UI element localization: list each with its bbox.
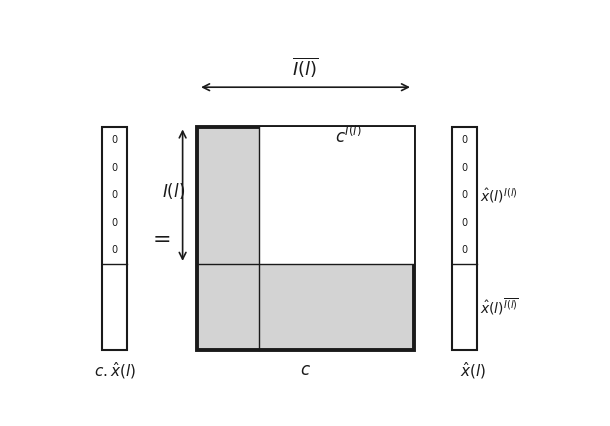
Text: 0: 0 [461,135,467,145]
Text: 0: 0 [112,245,118,255]
Text: 0: 0 [461,245,467,255]
Bar [259,127,414,264]
Text: 0: 0 [461,163,467,173]
Text: $\hat{x}(l)^{\overline{I(l)}}$: $\hat{x}(l)^{\overline{I(l)}}$ [481,296,519,317]
Text: $=$: $=$ [148,228,170,248]
Text: 0: 0 [112,218,118,227]
Bar [452,127,476,350]
Text: 0: 0 [112,135,118,145]
Text: 0: 0 [112,163,118,173]
Bar [102,127,127,350]
Text: $\hat{x}(l)^{I(l)}$: $\hat{x}(l)^{I(l)}$ [481,186,518,204]
Text: $\hat{x}(l)$: $\hat{x}(l)$ [461,360,486,381]
Text: $c$: $c$ [300,363,311,380]
Text: $c^{I(l)}$: $c^{I(l)}$ [335,126,361,147]
Text: $\overline{I(l)}$: $\overline{I(l)}$ [292,56,318,79]
Text: 0: 0 [461,218,467,227]
Bar [197,127,414,350]
Text: 0: 0 [461,190,467,200]
Text: $I(l)$: $I(l)$ [162,181,185,201]
Text: $c.\hat{x}(l)$: $c.\hat{x}(l)$ [93,360,135,381]
Text: 0: 0 [112,190,118,200]
